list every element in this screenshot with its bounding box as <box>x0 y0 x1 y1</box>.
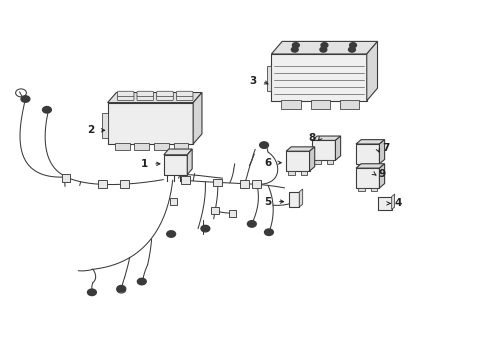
Polygon shape <box>391 194 394 210</box>
Polygon shape <box>193 93 202 144</box>
Polygon shape <box>379 164 384 188</box>
Polygon shape <box>271 41 377 54</box>
Circle shape <box>264 229 273 235</box>
FancyBboxPatch shape <box>252 180 261 188</box>
FancyBboxPatch shape <box>61 174 70 182</box>
Circle shape <box>319 47 326 52</box>
FancyBboxPatch shape <box>377 197 391 210</box>
Circle shape <box>166 231 175 237</box>
Circle shape <box>291 47 298 52</box>
Circle shape <box>117 285 125 292</box>
Circle shape <box>87 289 96 296</box>
Polygon shape <box>311 136 340 140</box>
Polygon shape <box>311 140 335 160</box>
FancyBboxPatch shape <box>281 100 300 109</box>
Text: 8: 8 <box>308 132 315 143</box>
FancyBboxPatch shape <box>176 95 193 101</box>
FancyBboxPatch shape <box>117 95 134 101</box>
Polygon shape <box>335 136 340 160</box>
Polygon shape <box>355 140 384 144</box>
Text: 2: 2 <box>87 125 94 135</box>
Polygon shape <box>102 113 107 138</box>
FancyBboxPatch shape <box>181 176 190 184</box>
FancyBboxPatch shape <box>173 143 188 150</box>
FancyBboxPatch shape <box>134 143 149 150</box>
FancyBboxPatch shape <box>115 143 129 150</box>
Polygon shape <box>355 168 379 188</box>
FancyBboxPatch shape <box>370 164 376 167</box>
Circle shape <box>247 221 256 227</box>
Text: 6: 6 <box>264 158 271 168</box>
Polygon shape <box>366 41 377 101</box>
FancyBboxPatch shape <box>176 91 193 96</box>
Circle shape <box>21 96 30 102</box>
FancyBboxPatch shape <box>170 198 177 205</box>
FancyBboxPatch shape <box>156 91 173 96</box>
Polygon shape <box>107 103 193 144</box>
Circle shape <box>259 142 268 148</box>
FancyBboxPatch shape <box>117 91 134 96</box>
FancyBboxPatch shape <box>339 100 359 109</box>
Polygon shape <box>163 155 187 175</box>
Circle shape <box>349 43 356 48</box>
Text: 5: 5 <box>264 197 271 207</box>
Circle shape <box>201 225 209 232</box>
Text: 9: 9 <box>378 168 385 179</box>
FancyBboxPatch shape <box>358 164 364 167</box>
FancyBboxPatch shape <box>358 188 364 192</box>
FancyBboxPatch shape <box>98 180 107 188</box>
Polygon shape <box>266 66 271 91</box>
FancyBboxPatch shape <box>137 95 153 101</box>
Polygon shape <box>107 93 202 103</box>
FancyBboxPatch shape <box>154 143 168 150</box>
FancyBboxPatch shape <box>310 100 329 109</box>
FancyBboxPatch shape <box>314 160 320 164</box>
Text: 7: 7 <box>382 143 389 153</box>
Polygon shape <box>309 147 314 171</box>
FancyBboxPatch shape <box>370 188 376 192</box>
Polygon shape <box>285 147 314 151</box>
Text: 3: 3 <box>249 76 256 86</box>
FancyBboxPatch shape <box>213 179 222 186</box>
Circle shape <box>42 107 51 113</box>
FancyBboxPatch shape <box>120 180 129 188</box>
Polygon shape <box>163 149 192 155</box>
Circle shape <box>321 43 327 48</box>
FancyBboxPatch shape <box>326 160 332 164</box>
Polygon shape <box>187 149 192 175</box>
Circle shape <box>137 278 146 285</box>
Circle shape <box>348 47 355 52</box>
FancyBboxPatch shape <box>228 210 235 217</box>
Text: 1: 1 <box>141 159 147 169</box>
FancyBboxPatch shape <box>156 95 173 101</box>
Polygon shape <box>299 189 302 207</box>
Circle shape <box>292 43 299 48</box>
FancyBboxPatch shape <box>288 192 299 207</box>
FancyBboxPatch shape <box>211 207 219 214</box>
Polygon shape <box>271 54 366 101</box>
FancyBboxPatch shape <box>240 180 248 188</box>
FancyBboxPatch shape <box>300 171 306 175</box>
Polygon shape <box>355 144 379 164</box>
FancyBboxPatch shape <box>137 91 153 96</box>
Polygon shape <box>355 164 384 168</box>
Polygon shape <box>285 151 309 171</box>
FancyBboxPatch shape <box>288 171 294 175</box>
Text: 4: 4 <box>394 198 402 208</box>
Polygon shape <box>379 140 384 164</box>
